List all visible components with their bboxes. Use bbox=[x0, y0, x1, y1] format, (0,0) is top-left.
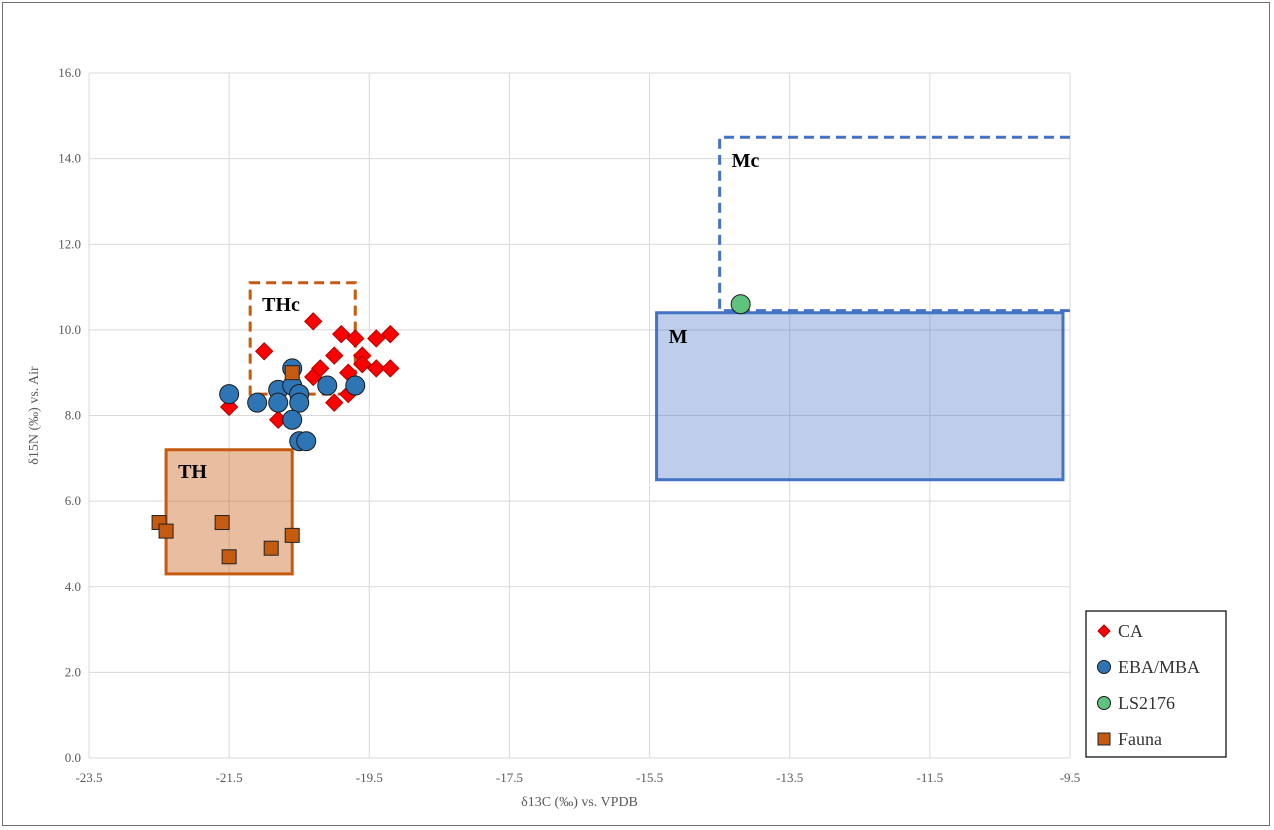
region-m: M bbox=[655, 311, 1065, 482]
y-tick-label: 8.0 bbox=[65, 408, 81, 423]
series-ls2176 bbox=[730, 294, 751, 315]
region-box bbox=[655, 311, 1065, 482]
point-ca bbox=[304, 312, 323, 331]
point-fauna bbox=[214, 515, 230, 531]
point-eba-mba bbox=[219, 384, 240, 405]
legend-marker bbox=[1097, 624, 1111, 638]
region-mc: Mc bbox=[718, 135, 1070, 313]
point-eba-mba bbox=[282, 409, 303, 430]
region-label: Mc bbox=[732, 150, 760, 172]
point-fauna bbox=[284, 527, 300, 543]
legend-marker bbox=[1097, 660, 1111, 674]
point-ca bbox=[325, 346, 344, 365]
y-tick-label: 10.0 bbox=[58, 322, 81, 337]
legend-item: EBA/MBA bbox=[1097, 657, 1200, 677]
y-tick-label: 4.0 bbox=[65, 579, 81, 594]
x-tick-label: -13.5 bbox=[776, 770, 803, 785]
region-label: THc bbox=[262, 294, 300, 316]
x-tick-label: -17.5 bbox=[496, 770, 523, 785]
point-ca bbox=[367, 329, 386, 348]
legend-label: Fauna bbox=[1118, 729, 1162, 749]
tick-labels: 0.0 2.0 4.0 6.0 8.0 10.0 12.0 14.0 16.0 -23.5 -21.… bbox=[58, 65, 1080, 785]
point-eba-mba bbox=[317, 375, 338, 396]
point-fauna bbox=[284, 365, 300, 381]
point-ca bbox=[254, 342, 274, 361]
point-eba-mba bbox=[289, 392, 310, 413]
y-axis-title: δ15N (‰) vs. Air bbox=[27, 366, 42, 465]
point-ca bbox=[353, 354, 372, 374]
legend-marker bbox=[1097, 696, 1111, 710]
legend-item: CA bbox=[1097, 621, 1143, 641]
point-ca bbox=[332, 324, 351, 344]
data-points bbox=[151, 294, 751, 565]
point-fauna bbox=[263, 540, 279, 556]
point-fauna bbox=[158, 523, 174, 539]
point-fauna bbox=[221, 549, 237, 565]
grid-lines bbox=[88, 72, 1071, 759]
point-ca bbox=[311, 359, 330, 378]
y-tick-label: 2.0 bbox=[65, 664, 81, 679]
x-tick-label: -21.5 bbox=[216, 770, 243, 785]
region-box bbox=[718, 135, 1070, 313]
point-ca bbox=[325, 393, 344, 412]
region-label: TH bbox=[178, 461, 207, 483]
legend-marker bbox=[1097, 732, 1111, 746]
x-tick-label: -15.5 bbox=[636, 770, 663, 785]
point-ls2176 bbox=[730, 294, 751, 315]
y-tick-label: 16.0 bbox=[58, 65, 81, 80]
legend-label: EBA/MBA bbox=[1118, 657, 1200, 677]
series-fauna bbox=[151, 365, 300, 565]
legend: CA EBA/MBA LS2176 Fauna bbox=[1085, 610, 1227, 758]
y-tick-label: 6.0 bbox=[65, 493, 81, 508]
point-eba-mba bbox=[345, 375, 366, 396]
point-ca bbox=[381, 359, 400, 378]
x-axis-title: δ13C (‰) vs. VPDB bbox=[521, 795, 638, 810]
region-label: M bbox=[669, 326, 688, 348]
y-tick-label: 0.0 bbox=[65, 750, 81, 765]
legend-item: LS2176 bbox=[1097, 693, 1175, 713]
point-eba-mba bbox=[247, 392, 268, 413]
y-tick-label: 14.0 bbox=[58, 151, 81, 166]
legend-label: CA bbox=[1118, 621, 1143, 641]
point-eba-mba bbox=[296, 431, 317, 452]
point-ca bbox=[381, 324, 400, 344]
point-ca bbox=[367, 359, 386, 378]
x-tick-label: -23.5 bbox=[75, 770, 102, 785]
x-tick-label: -11.5 bbox=[917, 770, 944, 785]
region-boxes: TH THc M Mc bbox=[164, 135, 1070, 576]
legend-item: Fauna bbox=[1097, 729, 1162, 749]
point-eba-mba bbox=[268, 392, 289, 413]
point-ca bbox=[346, 329, 365, 348]
x-tick-label: -9.5 bbox=[1060, 770, 1081, 785]
x-tick-label: -19.5 bbox=[356, 770, 383, 785]
y-tick-label: 12.0 bbox=[58, 236, 81, 251]
legend-label: LS2176 bbox=[1118, 693, 1175, 713]
